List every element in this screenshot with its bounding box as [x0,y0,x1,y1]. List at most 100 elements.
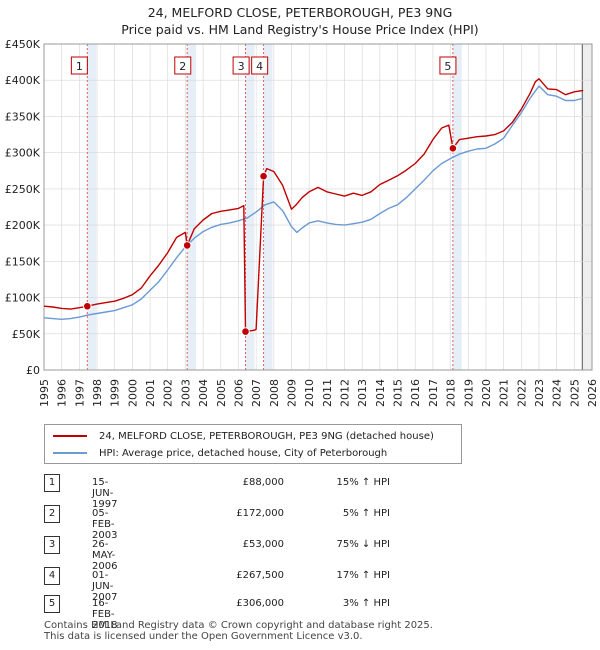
sale-point [259,171,268,181]
x-tick-label: 2019 [462,379,475,407]
x-tick-label: 2009 [285,379,298,407]
transaction-number: 2 [44,505,60,523]
chart-title-block: 24, MELFORD CLOSE, PETERBOROUGH, PE3 9NG… [0,4,600,38]
transaction-date: 15-JUN-1997 [92,477,118,510]
y-tick-label: £0 [26,364,40,377]
sale-number-box [232,56,250,75]
x-tick-label: 1998 [91,379,104,407]
x-tick-label: 2014 [374,379,387,407]
sale-point [182,241,192,250]
transaction-hpi-change: 15% ↑ HPI [336,477,390,488]
legend-label-hpi: HPI: Average price, detached house, City… [99,447,388,459]
x-tick-label: 2024 [551,379,564,407]
y-tick-label: £150K [5,255,41,268]
transaction-hpi-change: 75% ↓ HPI [336,539,390,550]
x-tick-label: 2008 [268,379,281,407]
chart-subtitle: Price paid vs. HM Land Registry's House … [121,22,479,37]
y-tick-label: £350K [5,110,41,123]
x-tick-label: 2017 [427,379,440,407]
x-tick-label: 2018 [445,379,458,407]
x-tick-label: 2012 [339,379,352,407]
transaction-hpi-change: 3% ↑ HPI [342,598,390,609]
sale-shade [263,44,273,370]
x-tick-label: 2005 [215,379,228,407]
sale-number-box [251,56,269,75]
transaction-price: £267,500 [236,570,284,581]
x-tick-label: 1997 [73,379,86,407]
x-tick-label: 2001 [144,379,157,407]
transaction-date: 16-FEB-2018 [92,598,118,631]
y-tick-label: £300K [5,147,41,160]
x-tick-label: 2022 [515,379,528,407]
transaction-number: 1 [44,474,60,492]
sale-point [448,144,458,153]
transaction-number: 4 [44,567,60,585]
sale-point [241,327,250,336]
transaction-hpi-change: 5% ↑ HPI [342,508,390,519]
x-tick-label: 2006 [232,379,245,407]
transaction-date: 26-MAY-2006 [92,539,118,572]
x-tick-label: 2013 [356,379,369,407]
transaction-number: 5 [44,595,60,613]
legend-line-hpi [53,452,87,454]
transaction-price: £306,000 [236,598,284,609]
x-axis-ticks: 1995 1996 1997 1998 1999 2000 2001 2002 2003 2004… [38,379,599,407]
chart-title: 24, MELFORD CLOSE, PETERBOROUGH, PE3 9NG [147,5,453,20]
x-tick-label: 1996 [56,379,69,407]
y-axis-ticks: £0 £50K £100K £150K £200K £250K £300K £350K £400… [5,38,41,377]
sale-point [83,301,92,311]
series-line-hpi [43,85,584,320]
x-tick-label: 2002 [162,379,175,407]
sale-number-label: 2 [179,60,186,73]
x-tick-label: 2007 [250,379,263,407]
transaction-date: 05-FEB-2003 [92,508,118,541]
transaction-number: 3 [44,536,60,554]
y-tick-label: £100K [5,292,41,305]
legend: 24, MELFORD CLOSE, PETERBOROUGH, PE3 9NG… [44,424,462,464]
sale-points [83,144,458,336]
sale-shade [187,44,197,370]
legend-label-property: 24, MELFORD CLOSE, PETERBOROUGH, PE3 9NG… [99,430,434,442]
x-tick-label: 2021 [498,379,511,407]
legend-item-hpi: HPI: Average price, detached house, City… [53,445,387,461]
sale-number-box [174,56,192,75]
y-tick-label: £450K [5,38,41,51]
transaction-price: £88,000 [242,477,284,488]
x-tick-label: 2000 [126,379,139,407]
y-tick-label: £250K [5,183,41,196]
grid-layer [43,43,593,371]
sale-shade [452,44,462,370]
legend-line-property [53,435,87,437]
x-tick-label: 1999 [109,379,122,407]
x-tick-label: 2026 [586,379,599,407]
sale-number-box [439,56,457,75]
sale-shading-layer [87,44,592,370]
transaction-price: £172,000 [236,508,284,519]
y-tick-label: £50K [12,328,41,341]
x-tick-label: 2004 [197,379,210,407]
x-tick-label: 2020 [480,379,493,407]
x-tick-label: 2003 [179,379,192,407]
sale-shade [87,44,97,370]
series-layer [43,78,584,333]
sale-number-label: 5 [444,60,451,73]
transaction-price: £53,000 [242,539,284,550]
x-tick-label: 2023 [533,379,546,407]
series-line-property [43,78,584,333]
x-tick-label: 2025 [568,379,581,407]
sale-shade [245,44,255,370]
forecast-shade [582,44,592,370]
transaction-hpi-change: 17% ↑ HPI [336,570,390,581]
x-tick-label: 2016 [409,379,422,407]
footer-copyright: Contains HM Land Registry data © Crown c… [44,620,433,631]
footer: Contains HM Land Registry data © Crown c… [44,620,433,642]
sale-number-label: 1 [76,60,83,73]
y-tick-label: £200K [5,219,41,232]
x-tick-label: 2011 [321,379,334,407]
transaction-date: 01-JUN-2007 [92,570,118,603]
footer-licence: This data is licensed under the Open Gov… [44,631,363,642]
x-tick-label: 2010 [303,379,316,407]
x-tick-label: 1995 [38,379,51,407]
